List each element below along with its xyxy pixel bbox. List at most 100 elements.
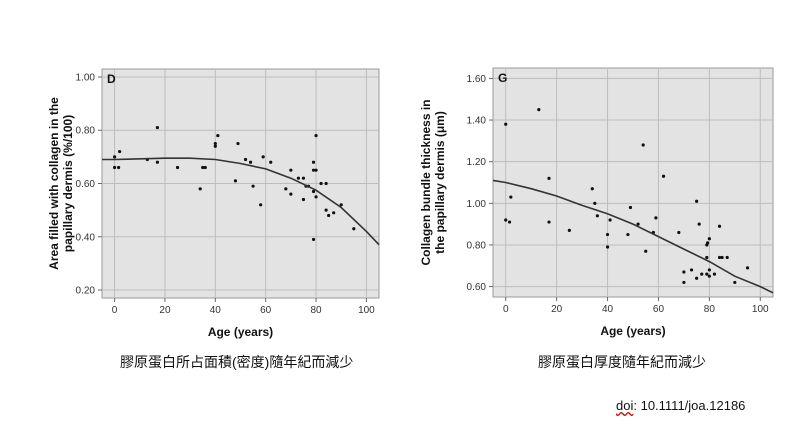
data-point <box>682 280 686 285</box>
data-point <box>705 255 709 260</box>
data-point <box>636 222 640 226</box>
data-point <box>284 187 288 191</box>
fit-curve <box>492 179 774 294</box>
data-point <box>644 249 648 253</box>
panel-label: G <box>498 71 507 85</box>
plot-area-g <box>492 67 774 298</box>
data-point <box>661 174 666 178</box>
y-tick-label: 0.60 <box>467 282 487 293</box>
data-point <box>216 133 220 138</box>
data-point <box>251 184 255 188</box>
y-axis-title: the papillary dermis (μm) <box>433 111 447 254</box>
data-point <box>213 141 217 146</box>
data-point <box>593 201 597 205</box>
y-tick-label: 1.40 <box>467 116 487 127</box>
data-point <box>248 160 253 164</box>
data-point <box>289 192 293 196</box>
data-point <box>301 197 306 202</box>
data-point <box>682 270 686 274</box>
data-point <box>301 176 306 180</box>
y-tick-label: 0.40 <box>76 232 96 243</box>
data-point <box>608 218 612 222</box>
doi-prefix: doi <box>616 398 634 413</box>
data-point <box>314 133 318 138</box>
x-tick-label: 80 <box>310 305 322 316</box>
data-point <box>233 179 238 183</box>
data-point <box>155 125 159 130</box>
data-point <box>311 160 316 164</box>
data-point <box>628 205 633 210</box>
x-tick-label: 40 <box>602 304 614 315</box>
data-point <box>700 272 704 276</box>
doi-reference: doi: 10.1111/joa.12186 <box>616 398 745 413</box>
data-point <box>118 149 122 154</box>
data-point <box>595 214 599 218</box>
data-point <box>509 195 513 199</box>
y-tick-label: 1.00 <box>467 199 487 210</box>
y-tick-label: 1.00 <box>76 72 96 83</box>
x-tick-label: 20 <box>159 305 171 316</box>
x-tick-label: 60 <box>653 304 665 315</box>
data-point <box>311 237 316 242</box>
data-point <box>289 168 293 172</box>
y-axis-title: Collagen bundle thickness in <box>419 99 433 265</box>
x-tick-label: 0 <box>112 305 118 316</box>
data-point <box>269 160 273 164</box>
y-tick-label: 0.80 <box>467 240 487 251</box>
y-axis-title: Area filled with collagen in the <box>47 97 61 270</box>
data-point <box>537 108 541 112</box>
data-point <box>705 272 709 276</box>
data-point <box>705 241 710 245</box>
data-point <box>697 222 701 226</box>
data-point <box>717 224 722 228</box>
x-axis-title: Age (years) <box>208 325 273 339</box>
data-point <box>712 272 717 276</box>
data-point <box>677 230 681 235</box>
data-point <box>504 122 508 126</box>
x-tick-label: 60 <box>260 305 272 316</box>
y-tick-label: 0.80 <box>76 126 96 137</box>
data-point <box>590 187 594 191</box>
x-tick-label: 40 <box>210 305 222 316</box>
data-point <box>327 213 331 218</box>
caption-g: 膠原蛋白厚度隨年紀而減少 <box>538 354 706 370</box>
x-tick-label: 20 <box>551 304 563 315</box>
x-axis-title: Age (years) <box>600 324 665 338</box>
y-tick-label: 0.20 <box>76 286 96 297</box>
data-point <box>695 276 699 280</box>
data-point <box>324 208 328 212</box>
data-point <box>201 165 205 170</box>
data-point <box>112 155 117 159</box>
data-point <box>725 255 729 260</box>
data-point <box>203 165 207 170</box>
data-point <box>745 266 750 270</box>
data-point <box>605 232 610 237</box>
data-point <box>117 165 121 170</box>
panel-label: D <box>107 72 116 86</box>
data-point <box>324 181 328 186</box>
doi-text: : 10.1111/joa.12186 <box>633 398 746 413</box>
y-tick-label: 0.60 <box>76 179 96 190</box>
fit-curve <box>102 157 380 246</box>
data-point <box>155 160 159 164</box>
data-point <box>261 155 265 159</box>
caption-d: 膠原蛋白所占面積(密度)隨年紀而減少 <box>120 354 354 370</box>
data-point <box>319 181 323 186</box>
data-point <box>259 203 263 207</box>
y-tick-label: 1.20 <box>467 157 487 168</box>
data-point <box>720 255 724 260</box>
data-point <box>733 280 737 285</box>
data-point <box>243 157 248 162</box>
data-point <box>198 187 202 191</box>
data-point <box>707 237 711 241</box>
data-point <box>314 195 318 199</box>
data-point <box>605 245 610 249</box>
x-tick-label: 80 <box>704 304 716 315</box>
data-point <box>507 220 512 224</box>
data-point <box>213 144 217 148</box>
data-point <box>567 228 571 232</box>
data-point <box>547 176 551 180</box>
data-point <box>641 143 645 147</box>
x-tick-label: 100 <box>752 304 769 315</box>
